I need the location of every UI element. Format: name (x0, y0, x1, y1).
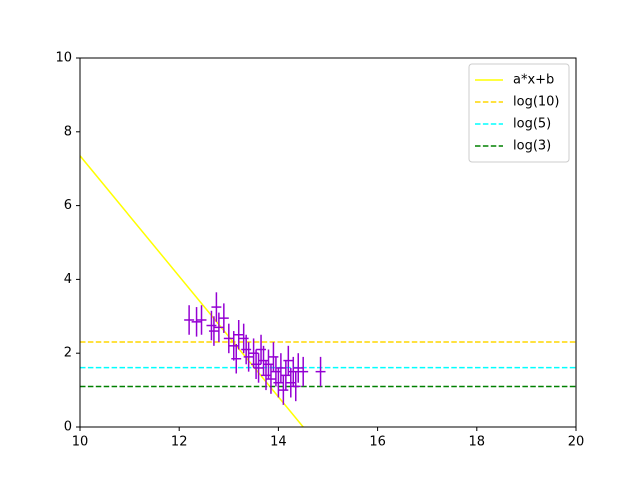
y-tick-label: 8 (64, 124, 72, 139)
y-tick-label: 0 (64, 420, 72, 435)
legend-label: log(5) (513, 117, 551, 132)
x-tick-label: 10 (72, 435, 89, 450)
legend-label: log(3) (513, 139, 551, 154)
plot-area (80, 155, 576, 427)
x-tick-label: 18 (469, 435, 486, 450)
x-tick-label: 20 (568, 435, 585, 450)
y-tick-label: 4 (64, 272, 72, 287)
y-tick-label: 6 (64, 198, 72, 213)
legend-label: log(10) (513, 95, 560, 110)
y-tick-label: 2 (64, 346, 72, 361)
legend-label: a*x+b (513, 73, 554, 88)
x-tick-label: 14 (270, 435, 287, 450)
x-tick-label: 16 (369, 435, 386, 450)
axes-frame (79, 57, 577, 428)
legend-box (468, 63, 570, 163)
x-tick-label: 12 (171, 435, 188, 450)
y-tick-label: 10 (55, 51, 72, 66)
